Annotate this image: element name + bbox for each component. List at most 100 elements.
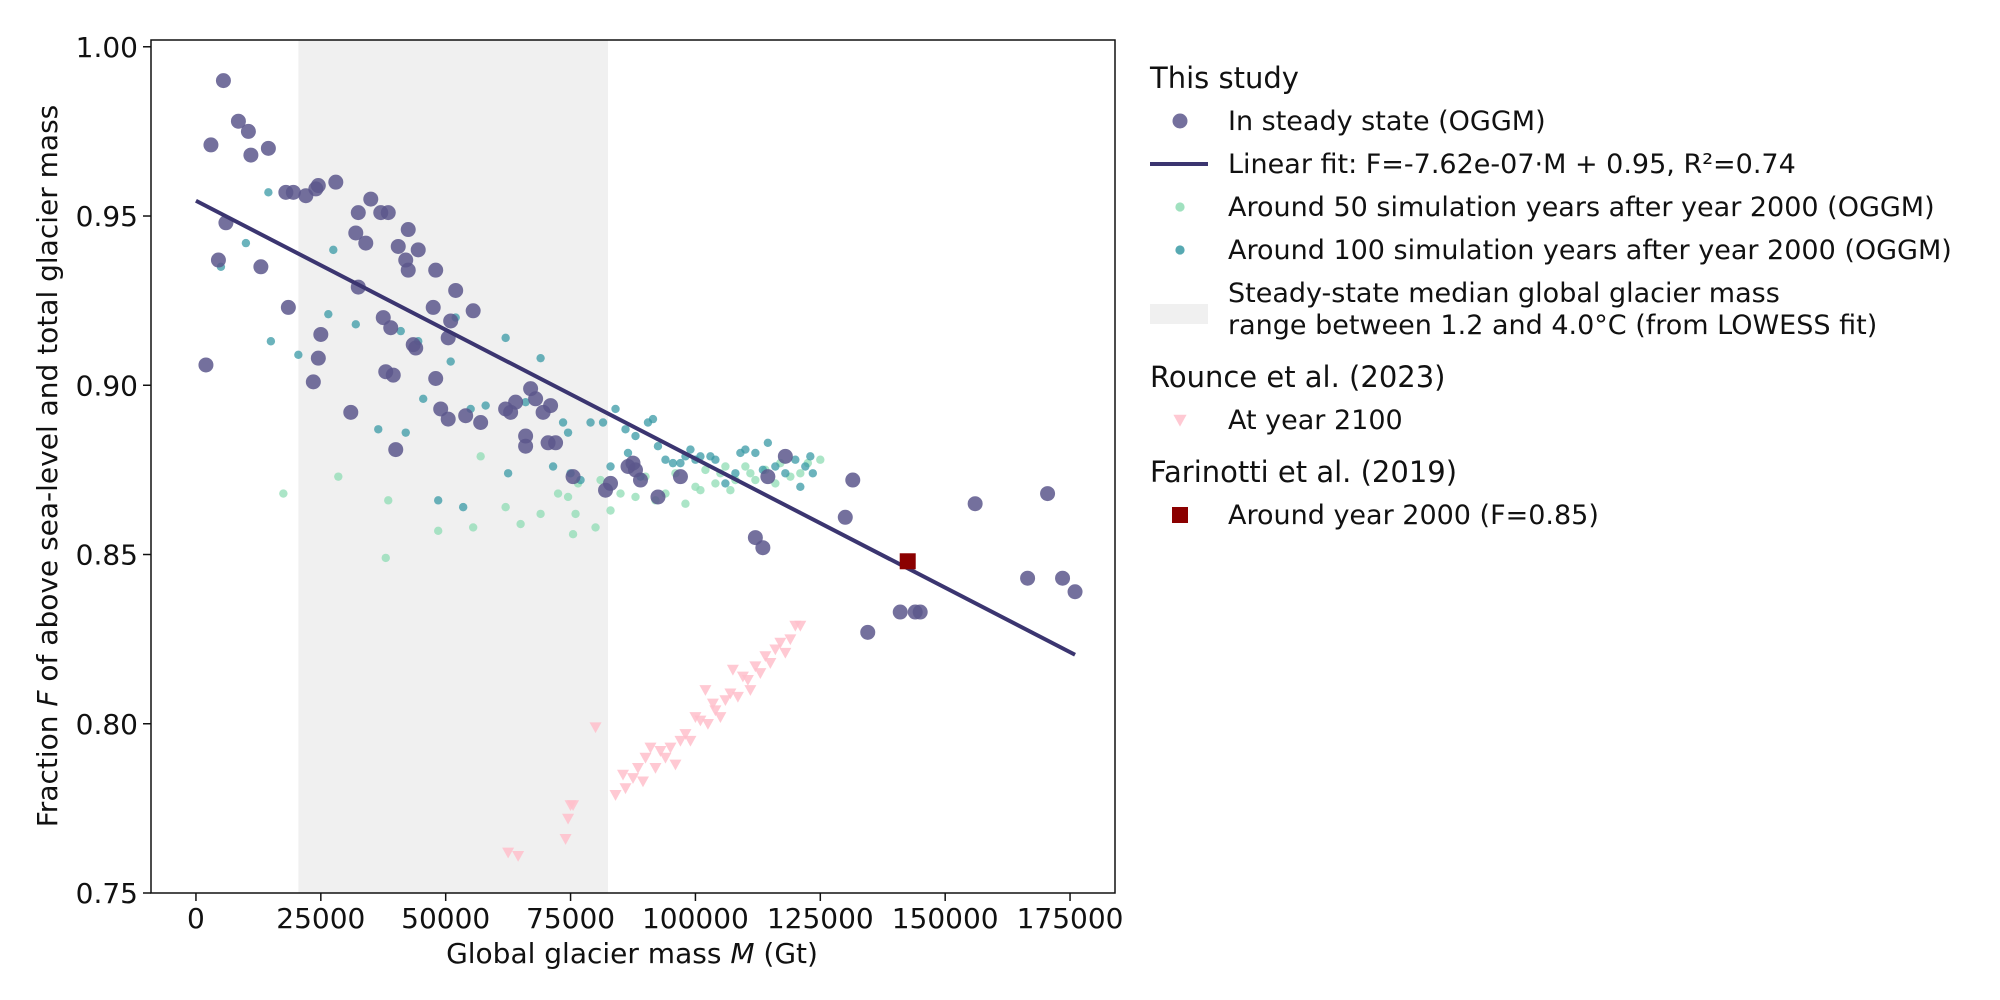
data-point (381, 553, 390, 563)
data-point (621, 425, 630, 434)
y-tick-label: 0.85 (76, 539, 138, 572)
data-point (458, 408, 474, 424)
data-point (686, 445, 695, 454)
data-point (721, 479, 730, 488)
data-point (631, 762, 644, 774)
data-point (313, 326, 329, 342)
data-point (701, 718, 714, 730)
data-point (627, 773, 639, 784)
x-tick-label: 150000 (892, 902, 999, 935)
data-point (473, 414, 489, 430)
data-point (502, 847, 515, 859)
data-point (240, 123, 256, 139)
shaded-range (298, 40, 609, 893)
data-point (516, 519, 525, 529)
data-point (741, 674, 754, 686)
data-point (769, 644, 782, 656)
legend-group-title: Farinotti et al. (2019) (1150, 455, 1457, 489)
data-point (468, 523, 478, 532)
data-point (631, 431, 640, 441)
data-point (649, 762, 662, 774)
data-point (329, 245, 338, 255)
data-point (771, 462, 780, 471)
data-point (623, 448, 633, 458)
data-point (721, 462, 730, 471)
data-point (260, 140, 276, 156)
data-point (632, 472, 648, 488)
data-point (400, 262, 416, 278)
data-point (706, 698, 719, 710)
data-point (741, 445, 750, 454)
data-point (672, 469, 688, 485)
y-axis-label: Fraction F of above sea-level and total … (31, 105, 64, 828)
data-point (294, 350, 303, 359)
x-tick-label: 25000 (276, 902, 365, 935)
legend-group-title: This study (1149, 61, 1299, 95)
data-point (518, 438, 534, 454)
data-point (777, 448, 793, 464)
data-point (410, 242, 426, 258)
data-point (253, 259, 269, 275)
data-point (440, 411, 456, 427)
data-point (425, 299, 441, 315)
data-point (241, 238, 251, 248)
data-point (310, 178, 326, 194)
data-point (681, 499, 690, 508)
data-point (709, 705, 722, 717)
data-point (674, 735, 687, 747)
data-point (501, 333, 510, 343)
data-point (328, 174, 344, 190)
data-point (598, 418, 608, 427)
data-point (611, 404, 620, 414)
data-point (726, 664, 739, 676)
data-point (571, 509, 580, 519)
data-point (860, 624, 876, 640)
data-point (419, 394, 428, 404)
data-point (676, 458, 685, 468)
y-tick-label: 0.75 (76, 877, 138, 910)
data-point (764, 658, 777, 669)
data-point (396, 326, 405, 336)
data-point (198, 357, 214, 373)
data-point (668, 458, 678, 468)
data-point (383, 320, 399, 336)
data-point (751, 475, 760, 485)
data-point (736, 671, 749, 683)
data-point (428, 262, 444, 278)
data-point (806, 452, 815, 461)
data-point (699, 685, 712, 696)
data-point (679, 729, 692, 740)
linear-fit-line (195, 199, 1076, 657)
data-point (784, 634, 797, 646)
legend-label: Steady-state median global glacier mass (1228, 278, 1780, 309)
data-point (203, 137, 219, 153)
data-point (694, 715, 707, 727)
data-point (568, 529, 578, 539)
data-point (749, 661, 762, 673)
legend-label: At year 2100 (1228, 405, 1403, 436)
data-point (536, 353, 545, 363)
data-point (664, 742, 677, 754)
data-point (285, 184, 301, 200)
data-point (759, 651, 772, 663)
data-point (912, 604, 928, 620)
data-point (521, 397, 530, 407)
data-point (639, 752, 652, 764)
data-point (563, 492, 573, 502)
legend-marker-icon (1173, 414, 1187, 427)
data-point (751, 448, 760, 458)
data-point (400, 222, 416, 238)
y-tick-label: 0.80 (76, 708, 138, 741)
data-point (553, 489, 563, 498)
data-point (650, 489, 666, 505)
legend-label: In steady state (OGGM) (1228, 106, 1546, 137)
data-point (779, 647, 792, 659)
data-point (808, 469, 818, 478)
data-point (536, 509, 545, 519)
data-point (684, 735, 697, 747)
data-point (596, 475, 605, 485)
data-point (967, 496, 983, 512)
data-point (661, 455, 670, 464)
x-tick-label: 100000 (642, 902, 749, 935)
